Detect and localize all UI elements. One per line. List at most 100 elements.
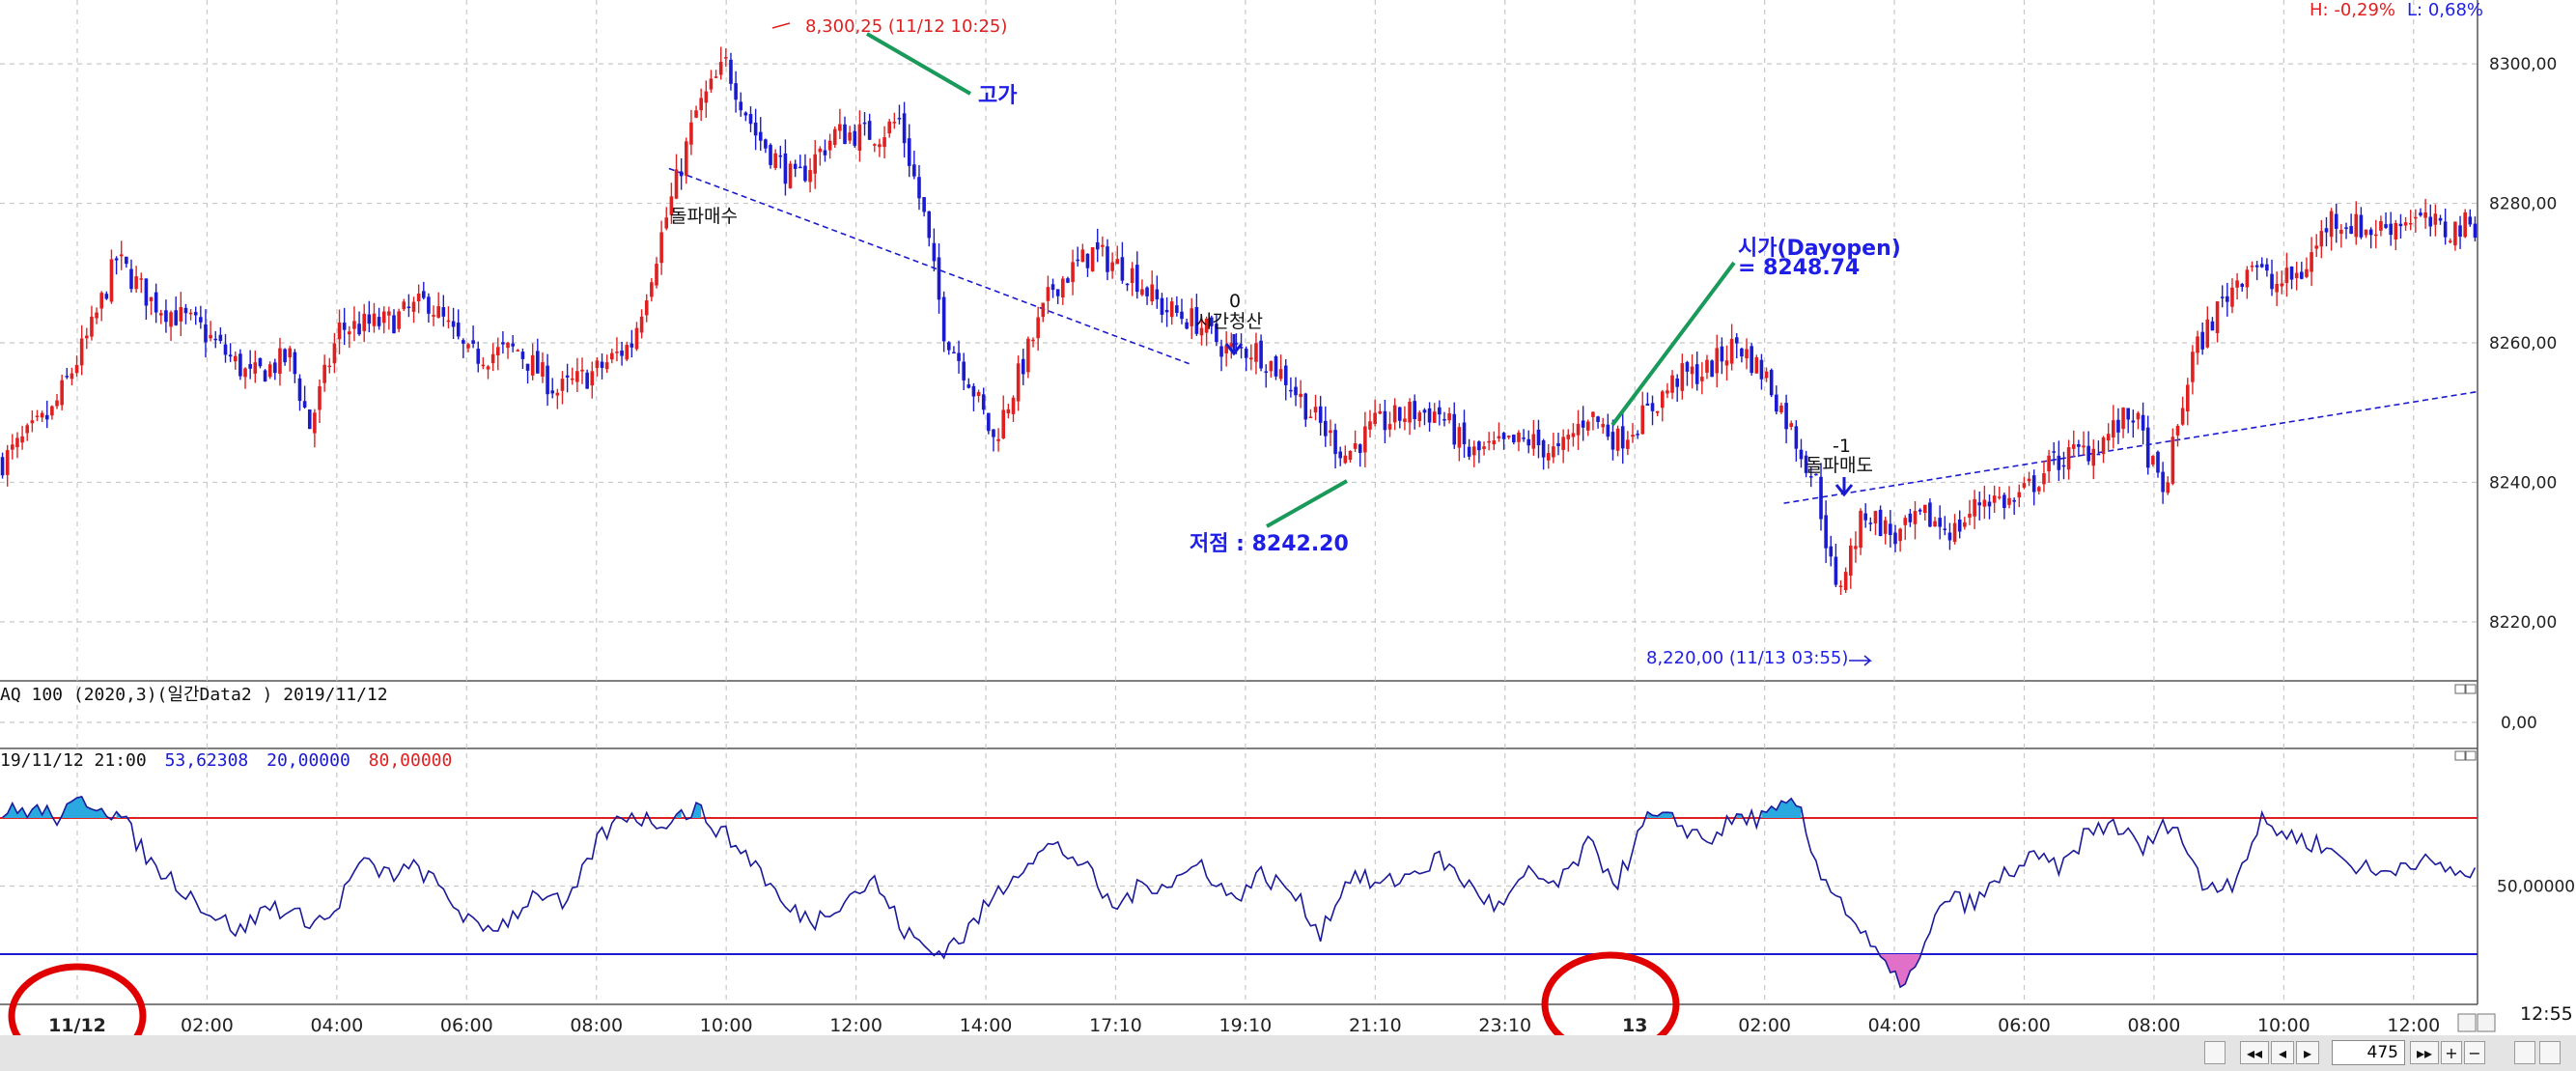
candle	[95, 307, 98, 324]
oscillator-pane-controls[interactable]	[2454, 750, 2477, 761]
candle-body	[639, 316, 644, 333]
candle-body	[1814, 473, 1818, 476]
candle-body	[337, 322, 342, 340]
candle-body	[1329, 430, 1332, 434]
candle	[887, 119, 891, 138]
candle	[1244, 346, 1248, 372]
candle-body	[11, 444, 14, 450]
chart-tools[interactable]	[2457, 1013, 2496, 1032]
candle-body	[1868, 522, 1873, 524]
candle-body	[387, 311, 391, 316]
candle	[1046, 275, 1050, 314]
candle-body	[2349, 226, 2353, 235]
candle-body	[718, 62, 723, 75]
candle-body	[1506, 436, 1511, 437]
pane-minimize-icon[interactable]	[2454, 750, 2466, 761]
candle-body	[1566, 435, 1571, 439]
candle	[2101, 436, 2106, 464]
candle	[441, 295, 446, 327]
candle-body	[169, 312, 173, 327]
candle	[585, 369, 589, 389]
candle-body	[367, 314, 372, 324]
candle-body	[357, 324, 361, 335]
candle	[2205, 306, 2210, 349]
x-tick-label: 06:00	[1998, 1015, 2051, 1036]
candle-body	[1694, 364, 1699, 384]
candle	[1269, 360, 1274, 378]
candle-body	[381, 311, 386, 324]
candle	[1799, 438, 1804, 468]
candle-body	[1546, 453, 1551, 461]
candle	[2235, 272, 2239, 300]
candle-body	[1898, 528, 1902, 542]
candle	[610, 348, 614, 364]
candle-body	[1517, 432, 1521, 442]
candle	[769, 143, 772, 169]
candle-body	[1740, 348, 1744, 357]
candle	[699, 88, 703, 122]
pane-close-icon[interactable]	[2465, 684, 2477, 694]
candle-body	[1843, 572, 1848, 591]
candle-body	[2200, 331, 2204, 350]
candle	[174, 296, 178, 326]
candle	[520, 348, 525, 370]
candle-body	[248, 363, 252, 369]
candle	[2379, 215, 2383, 237]
candle-body	[1046, 287, 1050, 301]
candle-body	[1591, 411, 1595, 417]
candle-body	[1992, 495, 1997, 503]
nav-prev-button[interactable]: ◂	[2271, 1041, 2294, 1064]
candle-body	[1397, 407, 1402, 421]
candle	[827, 133, 832, 159]
magnifier-icon[interactable]	[2477, 1013, 2496, 1032]
candle	[2126, 408, 2130, 434]
candle	[1066, 276, 1070, 284]
candle	[2240, 282, 2245, 293]
candle-body	[1889, 523, 1892, 535]
candle-body	[2037, 487, 2041, 492]
pane-minimize-icon[interactable]	[2454, 684, 2466, 694]
candle	[878, 138, 882, 157]
candle-body	[987, 412, 991, 432]
candle	[1329, 419, 1332, 446]
candle-body	[853, 130, 857, 146]
candle	[1313, 394, 1318, 421]
candle	[1125, 283, 1130, 292]
candle	[1615, 425, 1620, 457]
candle	[1903, 515, 1908, 541]
candle-body	[223, 344, 228, 355]
candle-body	[436, 306, 440, 318]
candle-body	[2423, 211, 2427, 218]
zoom-out-button[interactable]: −	[2464, 1041, 2485, 1064]
candle-body	[2126, 408, 2130, 420]
candle-body	[2368, 229, 2373, 236]
pencil-icon[interactable]	[2457, 1013, 2477, 1032]
pane-close-icon[interactable]	[2465, 750, 2477, 761]
candle-body	[2101, 437, 2106, 455]
candle	[1492, 431, 1497, 451]
candle	[65, 367, 70, 380]
candle	[704, 80, 709, 118]
layout-icon[interactable]	[2539, 1041, 2561, 1064]
candle-body	[1041, 302, 1046, 318]
candle-body	[2254, 265, 2259, 268]
candle	[2061, 451, 2066, 480]
candle	[421, 281, 426, 300]
grid-toggle-icon[interactable]	[2514, 1041, 2535, 1064]
candle-body	[946, 342, 951, 351]
candle	[1001, 395, 1006, 439]
bar-count-input[interactable]: 475	[2332, 1040, 2405, 1065]
scroll-handle[interactable]	[2204, 1041, 2226, 1064]
candle-body	[1482, 446, 1486, 449]
candle-body	[1442, 419, 1446, 421]
candle	[2265, 258, 2269, 277]
nav-next-button[interactable]: ▸	[2296, 1041, 2319, 1064]
middle-pane-controls[interactable]	[2454, 684, 2477, 694]
candle	[1076, 246, 1080, 267]
nav-prev-page-button[interactable]: ◂◂	[2240, 1041, 2269, 1064]
candle	[2324, 216, 2329, 247]
candle-body	[432, 315, 435, 317]
zoom-in-button[interactable]: +	[2441, 1041, 2462, 1064]
nav-next-page-button[interactable]: ▸▸	[2410, 1041, 2439, 1064]
